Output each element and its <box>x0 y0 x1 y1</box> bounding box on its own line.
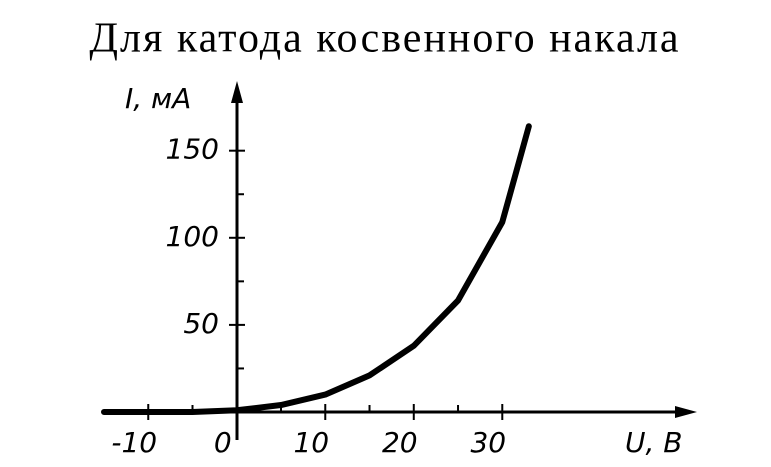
y-axis-label: I, мА <box>125 82 191 115</box>
x-tick-label: 0 <box>214 426 232 459</box>
line <box>101 123 532 415</box>
x-tick-label: 30 <box>470 426 506 459</box>
y-tick-label: 100 <box>166 220 219 253</box>
x-tick-label: -10 <box>111 426 157 459</box>
x-axis-arrow <box>675 406 697 418</box>
chart-title: Для катода косвенного накала <box>89 16 680 62</box>
x-tick-label: 10 <box>293 426 329 459</box>
y-tick-label: 50 <box>183 307 219 340</box>
x-axis-label: U, В <box>625 426 683 459</box>
y-tick-label: 150 <box>166 133 219 166</box>
y-axis-arrow <box>231 81 243 103</box>
x-tick-label: 20 <box>382 426 418 459</box>
